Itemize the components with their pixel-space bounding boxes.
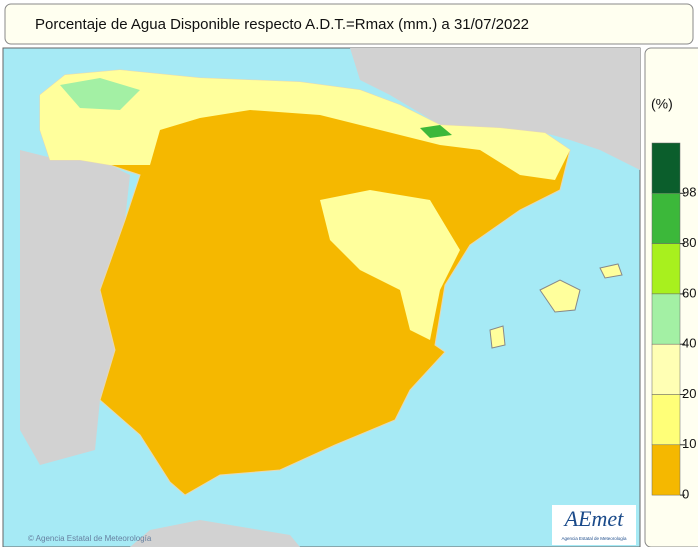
credit: © Agencia Estatal de Meteorología [28, 534, 152, 543]
north-wet-band [40, 70, 570, 180]
menorca [599, 263, 623, 279]
legend-label: 10 [682, 436, 696, 451]
france [350, 48, 640, 170]
green-patch [60, 78, 140, 110]
ibiza [489, 325, 506, 349]
mallorca [539, 279, 581, 313]
legend-label: 60 [682, 285, 696, 300]
title: Porcentaje de Agua Disponible respecto A… [35, 16, 529, 33]
legend-swatch [651, 444, 681, 496]
legend-label: 0 [682, 487, 689, 502]
legend-swatch [651, 293, 681, 345]
logo-box [552, 505, 636, 545]
legend-unit: (%) [651, 96, 673, 112]
east-band [320, 190, 460, 340]
legend-label: 40 [682, 336, 696, 351]
legend-swatch [651, 343, 681, 395]
green-patch [420, 125, 452, 138]
legend-swatch [651, 394, 681, 446]
legend-swatch [651, 193, 681, 244]
legend-label: 20 [682, 386, 696, 401]
legend-label: 98 [682, 185, 696, 200]
legend-swatch [651, 142, 681, 194]
legend-swatch [651, 243, 681, 295]
logo: AEmet [563, 506, 625, 531]
title-box [4, 3, 694, 45]
africa [130, 520, 300, 547]
logo-caption: Agencia Estatal de Meteorología [561, 536, 627, 541]
portugal [20, 150, 130, 465]
legend-label: 80 [682, 235, 696, 250]
